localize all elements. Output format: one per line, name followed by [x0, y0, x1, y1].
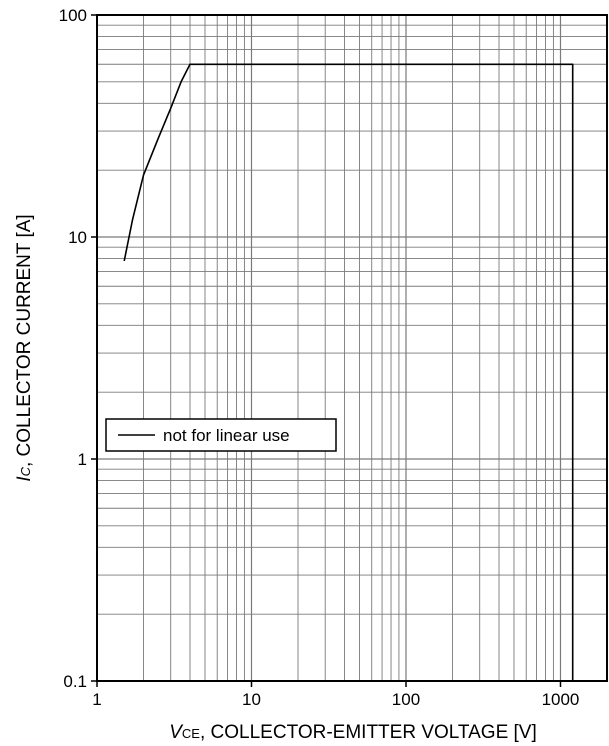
x-tick-label: 10 — [242, 690, 261, 709]
y-axis-label: IC, COLLECTOR CURRENT [A] — [14, 214, 35, 481]
x-axis-label-var: V — [169, 722, 184, 743]
x-tick-label: 1 — [92, 690, 101, 709]
x-tick-label: 1000 — [542, 690, 580, 709]
plot-frame — [96, 14, 608, 682]
y-tick-label: 1 — [78, 450, 87, 469]
y-axis-label-sub: C — [18, 466, 33, 476]
legend: not for linear use — [105, 418, 337, 452]
x-axis-label-text: , COLLECTOR-EMITTER VOLTAGE [V] — [200, 722, 537, 743]
series-layer — [123, 63, 574, 681]
y-tick-label: 0.1 — [63, 672, 87, 691]
x-axis-label: VCE, COLLECTOR-EMITTER VOLTAGE [V] — [169, 722, 537, 743]
y-axis-label-var: I — [14, 476, 35, 482]
grid — [97, 15, 607, 681]
x-axis-label-sub: CE — [182, 726, 200, 741]
y-axis-label-text: , COLLECTOR CURRENT [A] — [14, 214, 35, 467]
x-tick-label: 100 — [392, 690, 420, 709]
y-tick-label: 10 — [68, 228, 87, 247]
y-tick-label: 100 — [59, 6, 87, 25]
series-line — [123, 63, 574, 681]
legend-label: not for linear use — [163, 426, 290, 445]
axis-ticks: 1 10 100 1000 0.1 1 10 100 — [59, 6, 580, 709]
